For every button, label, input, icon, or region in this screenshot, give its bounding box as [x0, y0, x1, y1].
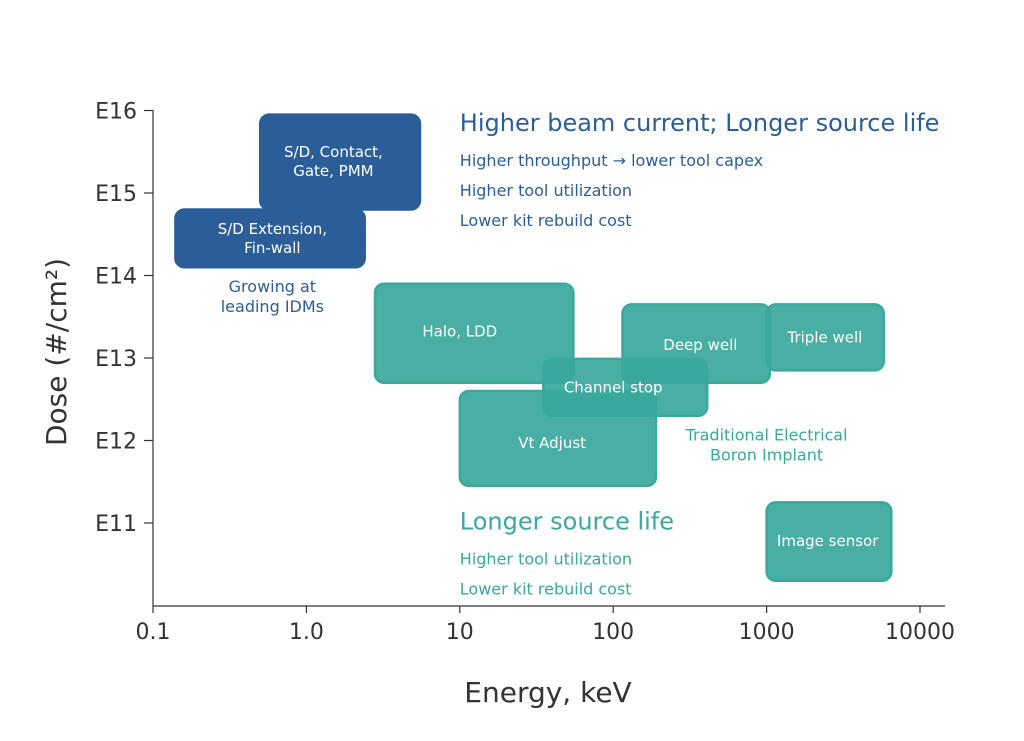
s-d-extension-fin-wall-label: Fin-wall [244, 239, 300, 257]
x-ticks: 0.1 1.0 10 100 1000 10000 [136, 606, 955, 645]
vt-adjust-label: Vt Adjust [518, 434, 586, 452]
triple-well-box [765, 303, 885, 372]
y-tick-label: E13 [95, 347, 137, 372]
y-ticks: E11 E12 E13 E14 E15 E16 [95, 100, 153, 537]
annotation-text: leading IDMs [221, 297, 324, 316]
range-box-labels: S/D, Contact,Gate, PMM S/D Extension,Fin-… [218, 143, 879, 550]
s-d-contact-gate-pmm-label: S/D, Contact, [284, 143, 383, 161]
y-tick-label: E12 [95, 430, 137, 455]
annotation-text: Growing at [229, 277, 316, 296]
channel-stop-label: Channel stop [564, 379, 663, 397]
callout-item: Higher tool utilization [460, 550, 632, 569]
vt-adjust-box [458, 389, 658, 488]
image-sensor-box [765, 501, 893, 582]
y-tick-label: E15 [95, 182, 137, 207]
deep-well-label: Deep well [663, 336, 737, 354]
halo-ldd-label: Halo, LDD [422, 323, 497, 341]
y-tick-label: E11 [95, 512, 137, 537]
triple-well-label: Triple well [787, 328, 863, 346]
s-d-contact-gate-pmm-label: Gate, PMM [293, 162, 373, 180]
annotation-text: Boron Implant [710, 446, 823, 465]
callout-item: Lower kit rebuild cost [460, 211, 632, 230]
callouts: Higher beam current; Longer source life H… [460, 109, 940, 598]
y-tick-label: E16 [95, 100, 137, 125]
x-axis-title: Energy, keV [464, 676, 631, 709]
x-tick-label: 10 [446, 620, 474, 645]
s-d-extension-fin-wall-label: S/D Extension, [218, 220, 327, 238]
callout-item: Higher tool utilization [460, 181, 632, 200]
y-axis-title: Dose (#/cm²) [40, 258, 73, 446]
s-d-extension-fin-wall-box [174, 208, 366, 269]
y-tick-label: E14 [95, 265, 137, 290]
callout-item: Higher throughput → lower tool capex [460, 151, 763, 170]
callout-heading: Higher beam current; Longer source life [460, 109, 940, 137]
image-sensor-label: Image sensor [777, 532, 879, 550]
x-tick-label: 10000 [885, 620, 955, 645]
x-tick-label: 1.0 [289, 620, 324, 645]
callout-heading: Longer source life [460, 508, 674, 536]
x-tick-label: 1000 [739, 620, 795, 645]
halo-ldd-box [373, 282, 575, 384]
x-tick-label: 100 [592, 620, 634, 645]
callout-item: Lower kit rebuild cost [460, 580, 632, 599]
annotation-text: Traditional Electrical [685, 426, 848, 445]
range-boxes [174, 113, 893, 582]
x-tick-label: 0.1 [136, 620, 171, 645]
